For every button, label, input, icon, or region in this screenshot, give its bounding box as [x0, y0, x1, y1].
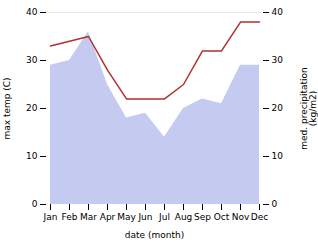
svg-text:Oct: Oct: [214, 212, 230, 222]
svg-text:10: 10: [26, 151, 38, 161]
svg-text:10: 10: [272, 151, 284, 161]
svg-text:Nov: Nov: [232, 212, 250, 222]
svg-text:0: 0: [272, 199, 278, 209]
svg-text:Mar: Mar: [80, 212, 97, 222]
svg-text:Jan: Jan: [43, 212, 58, 222]
svg-text:Sep: Sep: [194, 212, 211, 222]
svg-text:0: 0: [32, 199, 38, 209]
svg-text:20: 20: [272, 103, 284, 113]
svg-text:Jul: Jul: [158, 212, 170, 222]
svg-text:Aug: Aug: [175, 212, 193, 222]
svg-text:30: 30: [272, 55, 284, 65]
svg-text:Jun: Jun: [137, 212, 152, 222]
svg-text:med. precipitation(kg/m2): med. precipitation(kg/m2): [299, 67, 318, 149]
svg-text:40: 40: [272, 7, 284, 17]
svg-text:Dec: Dec: [251, 212, 268, 222]
svg-text:30: 30: [26, 55, 38, 65]
svg-text:Feb: Feb: [62, 212, 78, 222]
svg-text:Apr: Apr: [100, 212, 116, 222]
svg-text:20: 20: [26, 103, 38, 113]
svg-text:date (month): date (month): [125, 230, 184, 240]
svg-text:May: May: [117, 212, 136, 222]
svg-text:max temp (C): max temp (C): [2, 77, 12, 139]
svg-text:40: 40: [26, 7, 38, 17]
